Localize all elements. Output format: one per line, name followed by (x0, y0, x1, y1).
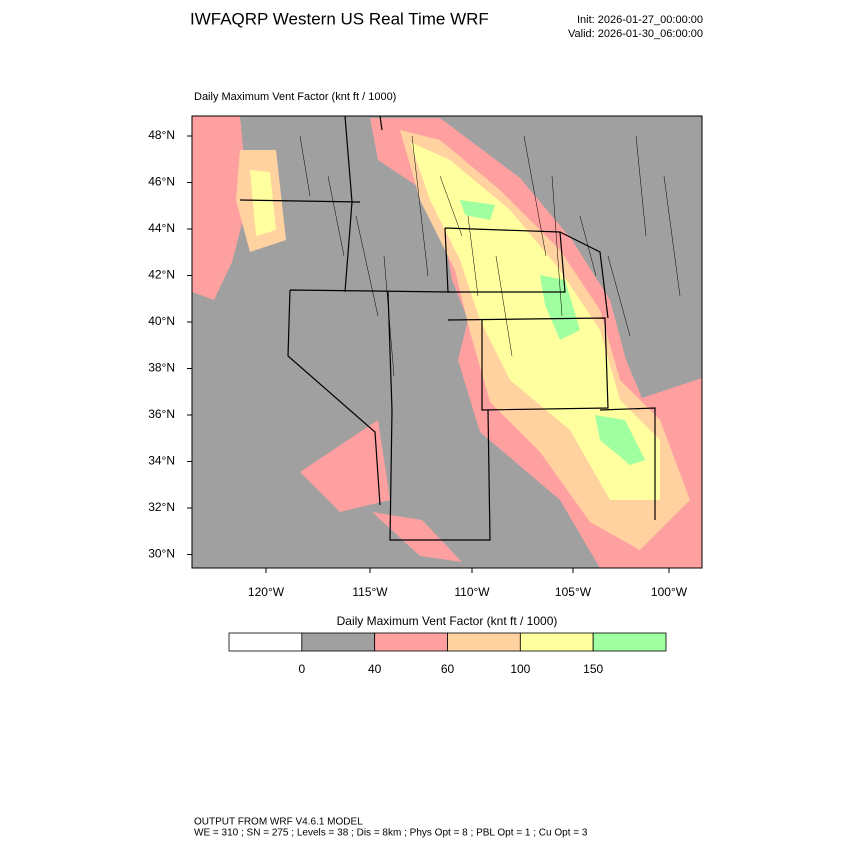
county-line (495, 255, 513, 357)
footer-line: OUTPUT FROM WRF V4.6.1 MODEL (194, 817, 363, 828)
field-region (250, 170, 276, 236)
footer-line: WE = 310 ; SN = 275 ; Levels = 38 ; Dis … (194, 828, 588, 839)
longitude-label: 120°W (248, 585, 285, 599)
county-line (663, 175, 681, 297)
latitude-label: 30°N (148, 547, 175, 561)
map-frame (191, 115, 703, 569)
init-time: Init: 2026-01-27_00:00:00 (577, 14, 703, 26)
colorbar-box (519, 632, 594, 652)
county-line (635, 135, 647, 237)
page-title: IWFAQRP Western US Real Time WRF (190, 9, 489, 28)
county-line (355, 215, 379, 317)
colorbar-label: 150 (583, 662, 603, 676)
colorbar-box (301, 632, 376, 652)
latitude-label: 38°N (148, 361, 175, 375)
colorbar-label: 60 (441, 662, 455, 676)
county-line (299, 135, 311, 197)
longitude-label: 105°W (555, 585, 592, 599)
longitude-label: 100°W (651, 585, 688, 599)
colorbar-label: 100 (510, 662, 530, 676)
field-region (372, 512, 462, 562)
field-region (595, 415, 645, 465)
latitude-label: 42°N (148, 268, 175, 282)
county-line (327, 175, 345, 257)
field-region (410, 142, 660, 500)
latitude-label: 44°N (148, 221, 175, 235)
colorbar: 0 40 60 100 150 (228, 632, 667, 676)
county-line (467, 215, 479, 297)
county-line (579, 215, 597, 277)
county-line (551, 175, 563, 317)
longitude-label: 110°W (454, 585, 490, 599)
county-line (411, 135, 429, 277)
map-title: Daily Maximum Vent Factor (knt ft / 1000… (194, 91, 396, 103)
county-line (523, 135, 547, 257)
state-border (239, 115, 451, 506)
colorbar-box (374, 632, 448, 652)
county-line (383, 255, 395, 377)
latitude-label: 40°N (148, 314, 175, 328)
valid-time: Valid: 2026-01-30_06:00:00 (568, 28, 703, 40)
colorbar-label: 0 (298, 662, 305, 676)
state-border (444, 227, 609, 411)
field-region (300, 420, 390, 512)
latitude-label: 32°N (148, 500, 175, 514)
colorbar-box (447, 632, 521, 652)
county-line (607, 255, 631, 337)
latitude-label: 36°N (148, 407, 175, 421)
field-region (540, 275, 580, 340)
state-border (379, 115, 656, 541)
latitude-label: 46°N (148, 175, 175, 189)
latitude-label: 34°N (148, 454, 175, 468)
map: 48°N 46°N 44°N 42°N 40°N 38°N 36°N 34°N 32°N 30°N… (148, 115, 703, 599)
colorbar-label: 40 (368, 662, 382, 676)
colorbar-title: Daily Maximum Vent Factor (knt ft / 1000… (337, 614, 558, 628)
field-region (460, 200, 495, 220)
field-region (192, 116, 248, 300)
county-line (439, 175, 463, 237)
longitude-label: 115°W (352, 585, 388, 599)
colorbar-box (228, 632, 303, 652)
colorbar-box (592, 632, 667, 652)
latitude-label: 48°N (148, 128, 175, 142)
